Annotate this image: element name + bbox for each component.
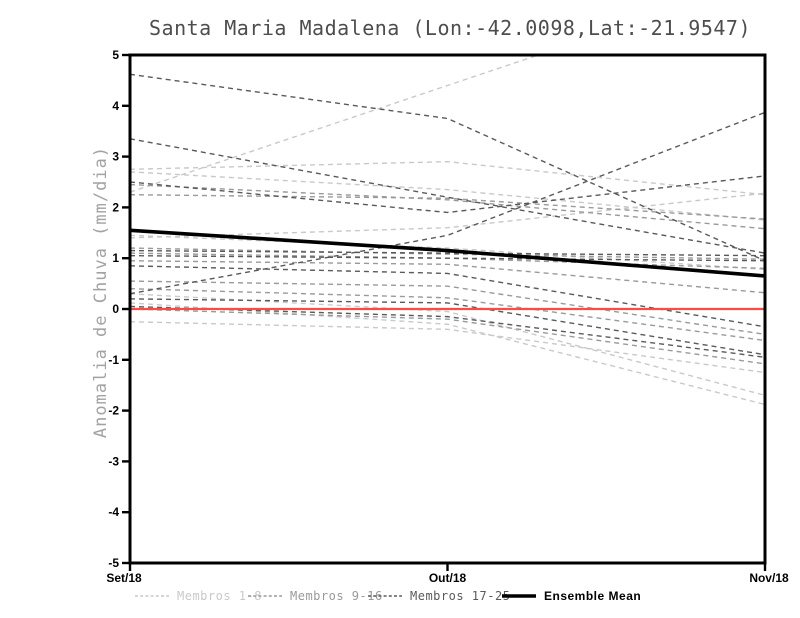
member-line-g2-2 <box>130 194 765 220</box>
member-line-g3-9 <box>130 305 765 358</box>
member-line-g1-6 <box>130 321 765 374</box>
y-tick-label: 4 <box>112 99 119 113</box>
legend-dashed-line-icon <box>248 595 282 597</box>
y-tick-label: -5 <box>108 556 119 570</box>
y-tick-label: -1 <box>108 353 119 367</box>
legend-item-membros-17-25: Membros 17-25 <box>368 588 510 604</box>
member-line-g1-2 <box>130 171 765 221</box>
y-tick-label: 2 <box>112 200 119 214</box>
member-line-g1-4 <box>130 234 765 271</box>
member-line-g1-8 <box>130 302 765 406</box>
legend-dashed-line-icon <box>135 595 169 597</box>
legend-item-membros-9-16: Membros 9-16 <box>248 588 383 604</box>
member-line-g3-5 <box>130 254 765 262</box>
member-line-g1-7 <box>130 293 765 397</box>
member-line-g2-5 <box>130 260 765 294</box>
y-tick-label: -4 <box>108 505 119 519</box>
chart-title: Santa Maria Madalena (Lon:-42.0098,Lat:-… <box>149 16 751 40</box>
member-line-g1-5 <box>130 192 765 239</box>
member-line-g2-4 <box>130 252 765 270</box>
series-lines <box>130 55 765 406</box>
x-tick-label: Nov/18 <box>749 571 789 585</box>
y-tick-label: 5 <box>112 48 119 62</box>
y-tick-label: -3 <box>108 454 119 468</box>
legend-item-membros-1-8: Membros 1-8 <box>135 588 262 604</box>
member-line-g3-6 <box>130 111 765 295</box>
member-line-g3-8 <box>130 298 765 356</box>
member-line-g1-3 <box>130 55 541 193</box>
legend-label: Membros 9-16 <box>290 589 383 603</box>
legend-item-ensemble-mean: Ensemble Mean <box>502 588 641 604</box>
member-line-g2-3 <box>130 247 765 260</box>
legend-solid-line-icon <box>502 594 536 598</box>
legend-label: Membros 1-8 <box>177 589 262 603</box>
member-line-g3-1 <box>130 73 765 262</box>
legend: Membros 1-8 Membros 9-16 Membros 17-25 Ense… <box>130 588 780 608</box>
x-tick-label: Set/18 <box>106 571 142 585</box>
member-line-g1-1 <box>130 160 765 196</box>
member-line-g3-4 <box>130 249 765 257</box>
legend-dashed-line-icon <box>368 595 402 597</box>
member-line-g3-3 <box>130 175 765 214</box>
x-tick-label: Out/18 <box>429 571 467 585</box>
y-tick-label: 3 <box>112 150 119 164</box>
y-tick-label: -2 <box>108 404 119 418</box>
member-line-g3-7 <box>130 265 765 328</box>
member-line-g2-1 <box>130 183 765 230</box>
member-line-g2-6 <box>130 280 765 336</box>
y-tick-label: 1 <box>112 251 119 265</box>
member-line-g2-7 <box>130 287 765 342</box>
legend-label: Ensemble Mean <box>544 589 642 603</box>
legend-label: Membros 17-25 <box>410 589 511 603</box>
member-line-g2-8 <box>130 308 765 365</box>
y-tick-label: 0 <box>112 302 119 316</box>
ensemble-mean-line <box>130 228 765 278</box>
